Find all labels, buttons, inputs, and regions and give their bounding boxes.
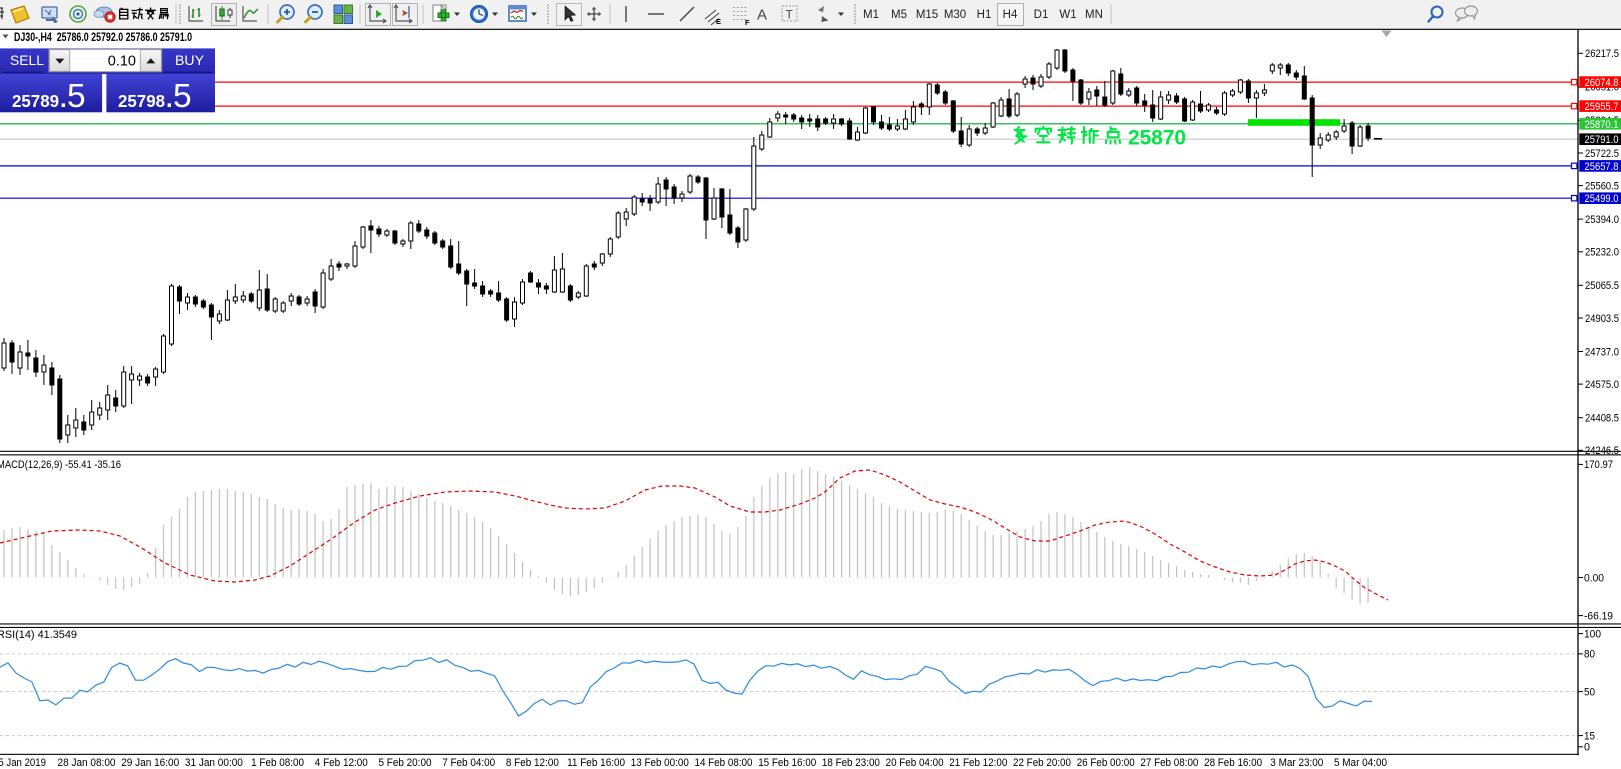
svg-text:14 Feb 08:00: 14 Feb 08:00 xyxy=(695,757,753,769)
svg-text:7 Feb 04:00: 7 Feb 04:00 xyxy=(442,757,495,769)
svg-text:.: . xyxy=(60,86,67,113)
svg-text:0: 0 xyxy=(1584,742,1590,754)
svg-text:25394.0: 25394.0 xyxy=(1585,214,1619,226)
svg-text:.: . xyxy=(166,86,173,113)
svg-text:RSI(14) 41.3549: RSI(14) 41.3549 xyxy=(0,629,77,641)
svg-text:170.97: 170.97 xyxy=(1584,459,1613,471)
svg-text:D1: D1 xyxy=(1034,9,1049,21)
svg-text:18 Feb 23:00: 18 Feb 23:00 xyxy=(822,757,880,769)
svg-text:0.10: 0.10 xyxy=(108,54,136,70)
svg-text:3 Mar 23:00: 3 Mar 23:00 xyxy=(1270,757,1323,769)
svg-text:5: 5 xyxy=(67,78,86,115)
svg-text:24246.5: 24246.5 xyxy=(1585,445,1619,457)
svg-text:E: E xyxy=(716,17,721,26)
svg-text:28 Jan 08:00: 28 Jan 08:00 xyxy=(58,757,116,769)
svg-text:25798: 25798 xyxy=(118,91,165,111)
svg-text:24575.0: 24575.0 xyxy=(1585,379,1619,391)
svg-text:M15: M15 xyxy=(916,9,938,21)
svg-text:M5: M5 xyxy=(891,9,907,21)
svg-text:5 Feb 20:00: 5 Feb 20:00 xyxy=(379,757,432,769)
svg-text:29 Jan 16:00: 29 Jan 16:00 xyxy=(121,757,179,769)
svg-text:50: 50 xyxy=(1584,686,1595,698)
svg-text:15 Feb 16:00: 15 Feb 16:00 xyxy=(758,757,816,769)
svg-text:27 Feb 08:00: 27 Feb 08:00 xyxy=(1140,757,1198,769)
svg-text:MN: MN xyxy=(1085,9,1103,21)
svg-text:25870: 25870 xyxy=(1128,127,1186,150)
svg-text:21 Feb 12:00: 21 Feb 12:00 xyxy=(949,757,1007,769)
svg-text:100: 100 xyxy=(1584,628,1601,640)
svg-text:15: 15 xyxy=(1584,730,1595,742)
svg-text:25870.1: 25870.1 xyxy=(1585,119,1619,131)
svg-text:28 Feb 16:00: 28 Feb 16:00 xyxy=(1204,757,1262,769)
svg-text:M30: M30 xyxy=(944,9,966,21)
svg-text:25722.5: 25722.5 xyxy=(1585,148,1619,160)
svg-text:8 Feb 12:00: 8 Feb 12:00 xyxy=(506,757,559,769)
svg-text:24408.5: 24408.5 xyxy=(1585,413,1619,425)
svg-text:F: F xyxy=(745,18,750,27)
svg-text:31 Jan 00:00: 31 Jan 00:00 xyxy=(185,757,243,769)
svg-text:13 Feb 00:00: 13 Feb 00:00 xyxy=(631,757,689,769)
svg-text:1 Feb 08:00: 1 Feb 08:00 xyxy=(251,757,304,769)
svg-text:DJ30-,H4 25786.0 25792.0 2578: DJ30-,H4 25786.0 25792.0 25786.0 25791.0 xyxy=(14,32,192,44)
svg-text:25955.7: 25955.7 xyxy=(1585,101,1619,113)
svg-text:5: 5 xyxy=(173,78,192,115)
svg-text:A: A xyxy=(757,7,767,24)
svg-text:H1: H1 xyxy=(977,9,992,21)
svg-text:W1: W1 xyxy=(1059,9,1076,21)
svg-text:22 Feb 20:00: 22 Feb 20:00 xyxy=(1013,757,1071,769)
svg-text:11 Feb 16:00: 11 Feb 16:00 xyxy=(567,757,625,769)
svg-text:25 Jan 2019: 25 Jan 2019 xyxy=(0,757,46,769)
svg-text:26 Feb 00:00: 26 Feb 00:00 xyxy=(1077,757,1135,769)
svg-text:M1: M1 xyxy=(863,9,879,21)
svg-text:-66.19: -66.19 xyxy=(1584,610,1613,622)
svg-text:20 Feb 04:00: 20 Feb 04:00 xyxy=(886,757,944,769)
svg-text:BUY: BUY xyxy=(175,53,204,68)
svg-text:24737.0: 24737.0 xyxy=(1585,346,1619,358)
svg-text:25791.0: 25791.0 xyxy=(1585,134,1619,146)
svg-text:26074.8: 26074.8 xyxy=(1585,77,1619,89)
svg-text:25499.0: 25499.0 xyxy=(1585,193,1619,205)
svg-text:80: 80 xyxy=(1584,649,1595,661)
svg-text:H4: H4 xyxy=(1003,9,1018,21)
svg-text:26217.5: 26217.5 xyxy=(1585,48,1619,60)
svg-text:25657.8: 25657.8 xyxy=(1585,161,1619,173)
svg-text:25560.5: 25560.5 xyxy=(1585,180,1619,192)
svg-text:SELL: SELL xyxy=(10,53,44,68)
svg-text:24903.5: 24903.5 xyxy=(1585,313,1619,325)
svg-text:25065.5: 25065.5 xyxy=(1585,280,1619,292)
svg-text:MACD(12,26,9) -55.41 -35.16: MACD(12,26,9) -55.41 -35.16 xyxy=(0,459,121,471)
svg-text:4 Feb 12:00: 4 Feb 12:00 xyxy=(315,757,368,769)
svg-text:5 Mar 04:00: 5 Mar 04:00 xyxy=(1334,757,1387,769)
svg-text:25232.0: 25232.0 xyxy=(1585,247,1619,259)
svg-text:0.00: 0.00 xyxy=(1584,572,1604,584)
svg-text:25789: 25789 xyxy=(12,91,59,111)
svg-text:T: T xyxy=(786,8,794,22)
